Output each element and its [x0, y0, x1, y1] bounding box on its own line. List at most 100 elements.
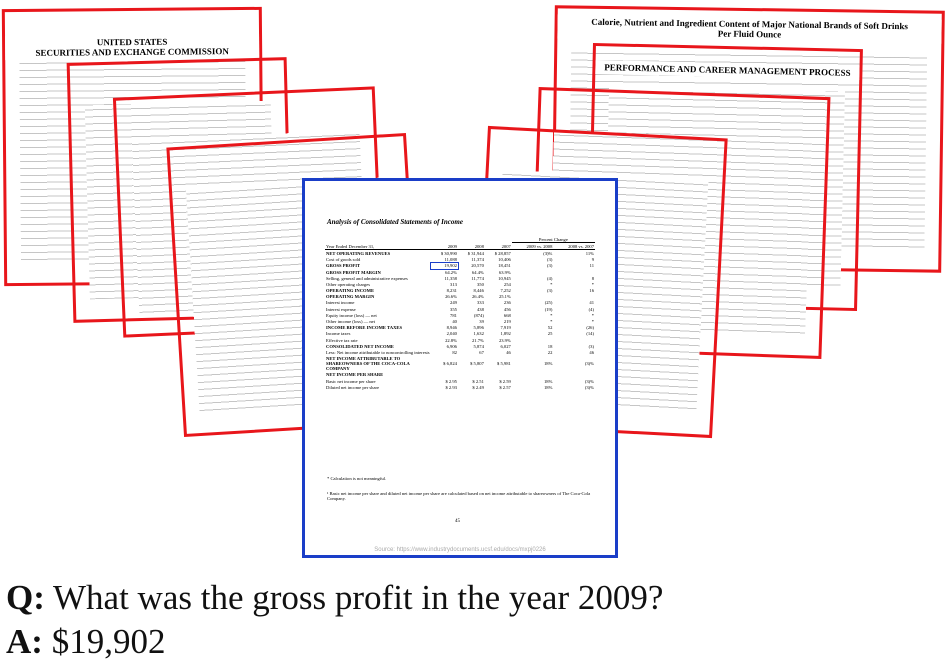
table-cell: Other operating charges: [326, 281, 371, 287]
table-cell: CONSOLIDATED NET INCOME: [326, 343, 394, 349]
table-cell: $ 31,944: [467, 250, 484, 256]
page-number: 45: [455, 519, 460, 524]
table-cell: $ 30,990: [440, 250, 457, 256]
table-row: OPERATING INCOME 8,231 8,446 7,252 (3) 16: [325, 288, 595, 294]
table-cell: 7,919: [500, 325, 511, 331]
table-cell: Selling, general and administrative expe…: [326, 275, 408, 281]
table-cell: 25: [547, 331, 553, 337]
table-cell: 350: [476, 281, 484, 287]
table-cell: 18: [547, 343, 553, 349]
source: Source: https://www.industrydocuments.uc…: [374, 547, 546, 553]
table-cell: (3): [547, 288, 553, 294]
table-cell: Other income (loss) — net: [326, 319, 375, 325]
table-cell: *: [591, 319, 594, 325]
table-cell: $ 2.59: [499, 378, 511, 384]
table-cell: Effective tax rate: [326, 337, 358, 343]
table-cell: (26): [586, 325, 594, 331]
table-row: OPERATING MARGIN 26.6% 26.4% 25.1%: [325, 294, 595, 300]
table-row: Income taxes 2,040 1,632 1,892 25 (14): [325, 331, 595, 337]
table-cell: 63.9%: [498, 269, 511, 275]
table-cell: Income taxes: [326, 331, 351, 337]
table-cell: 46: [506, 349, 511, 355]
page-title: PERFORMANCE AND CAREER MANAGEMENT PROCES…: [595, 60, 860, 81]
table-cell: $ 6,824: [443, 361, 457, 367]
table-cell: (19): [544, 306, 553, 312]
header-cell: 2008 vs. 2007: [553, 242, 595, 251]
table-cell: 18%: [543, 384, 553, 390]
q-label: Q:: [6, 578, 45, 617]
q-text: What was the gross profit in the year 20…: [53, 578, 664, 617]
table-cell: *: [591, 281, 594, 287]
header-cell: 2008: [457, 242, 485, 251]
table-cell: 10,406: [498, 257, 511, 263]
table-cell: 249: [450, 300, 457, 306]
a-label: A:: [6, 622, 43, 661]
table-cell: 39: [479, 319, 484, 325]
page-title: Analysis of Consolidated Statements of I…: [327, 218, 463, 226]
table-cell: 26.6%: [445, 294, 457, 300]
table-cell: 8,231: [446, 288, 457, 294]
table-cell: 11: [589, 263, 594, 269]
table-cell: 26.4%: [472, 294, 484, 300]
table-row: Effective tax rate 22.8% 21.7% 23.9%: [325, 337, 595, 343]
table-row: CONSOLIDATED NET INCOME 6,906 5,874 6,027 18…: [325, 343, 595, 349]
table-row: Selling, general and administrative expe…: [325, 275, 595, 281]
table-cell: 18%: [543, 378, 553, 384]
table-cell: (4): [547, 275, 553, 281]
table-cell: $ 2.95: [445, 378, 457, 384]
table-cell: 6,906: [446, 343, 457, 349]
table-cell: 9: [591, 257, 594, 263]
table-cell: $ 2.51: [472, 378, 484, 384]
table-cell: *: [550, 281, 553, 287]
table-cell: (25): [544, 300, 553, 306]
table-cell: $ 28,857: [494, 250, 511, 256]
table-cell: *: [550, 319, 553, 325]
table-cell: 46: [589, 349, 594, 355]
table-cell: 456: [503, 306, 511, 312]
table-cell: 5,896: [473, 325, 484, 331]
table-cell: OPERATING INCOME: [326, 288, 375, 294]
table-row: NET INCOME ATTRIBUTABLE TO SHAREOWNERS O…: [325, 356, 595, 372]
table-cell: 8,946: [446, 325, 457, 331]
table-cell: 438: [476, 306, 484, 312]
table-cell: (3): [547, 263, 553, 269]
table-row: Basic net income per share $ 2.95 $ 2.51 $ …: [325, 378, 595, 384]
table-cell: INCOME BEFORE INCOME TAXES: [326, 325, 403, 331]
table-cell: 313: [450, 281, 457, 287]
table-cell: $ 5,981: [497, 361, 511, 367]
table-cell: 18,451: [498, 263, 511, 269]
table-row: GROSS PROFIT MARGIN 64.2% 64.4% 63.9%: [325, 269, 595, 275]
table-cell: 21.7%: [472, 337, 484, 343]
table-cell: 40: [452, 319, 457, 325]
table-cell: 16: [589, 288, 594, 294]
table-row: Diluted net income per share $ 2.93 $ 2.49…: [325, 384, 595, 390]
table-cell: 10,945: [498, 275, 511, 281]
table-cell: (3)%: [584, 361, 594, 367]
header-cell: Year Ended December 31,: [325, 242, 431, 251]
table-cell: (3)%: [584, 384, 594, 390]
table-cell: GROSS PROFIT MARGIN: [326, 269, 381, 275]
table-row: Other income (loss) — net 40 39 219 * *: [325, 318, 595, 324]
table-cell: *: [591, 312, 594, 318]
table-cell: 82: [452, 349, 457, 355]
table-cell: NET OPERATING REVENUES: [326, 250, 391, 256]
header-cell: Percent Change: [511, 236, 595, 244]
table-cell: (3)%: [543, 250, 553, 256]
table-cell: 2,040: [446, 331, 457, 337]
table-cell: OPERATING MARGIN: [326, 294, 375, 300]
table-cell: 64.4%: [472, 269, 484, 275]
answer: A: $19,902: [6, 622, 165, 662]
a-text: $19,902: [51, 622, 166, 661]
table-cell: 11,374: [471, 257, 484, 263]
table-cell: Cost of goods sold: [326, 257, 361, 263]
footnote: * Calculation is not meaningful.: [327, 476, 387, 481]
table-cell: NET INCOME PER SHARE: [326, 372, 384, 378]
table-row: Cost of goods sold 11,088 11,374 10,406 (3) 9: [325, 257, 595, 263]
table-cell: $ 2.93: [445, 384, 457, 390]
table-cell: 236: [503, 300, 511, 306]
table-row: Interest expense 355 438 456 (19) (4): [325, 306, 595, 312]
table-cell: 11,088: [444, 257, 457, 263]
table-cell: 6,027: [500, 343, 511, 349]
table-row: Other operating charges 313 350 254 * *: [325, 281, 595, 287]
